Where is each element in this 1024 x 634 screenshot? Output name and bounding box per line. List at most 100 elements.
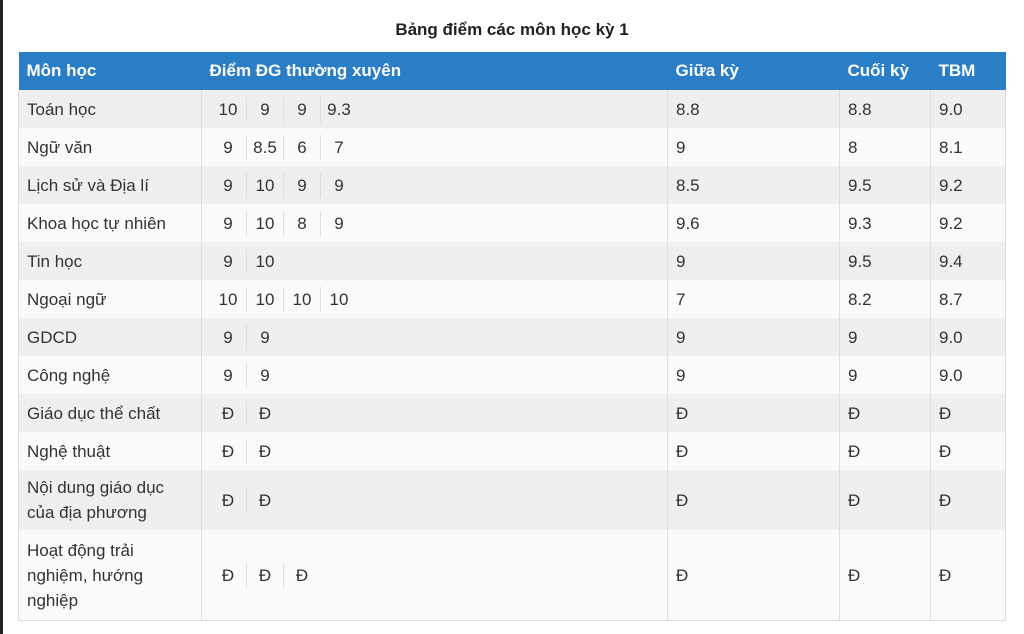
table-row: Lịch sử và Địa lí 9 10 9 9 8.5 9.5 9.2 xyxy=(18,166,1006,204)
table-header-row: Môn học Điểm ĐG thường xuyên Giữa kỳ Cuố… xyxy=(18,52,1006,90)
header-subject: Môn học xyxy=(18,52,202,90)
final-cell: 9.5 xyxy=(839,166,931,204)
regular-score: Đ xyxy=(221,490,235,510)
midterm-cell: Đ xyxy=(667,470,840,530)
table-row: Tin học 9 10 9 9.5 9.4 xyxy=(18,242,1006,280)
regular-score: 9 xyxy=(246,96,283,122)
average-cell: 8.7 xyxy=(930,280,1006,318)
average-cell: Đ xyxy=(930,530,1006,621)
table-row: Giáo dục thể chất Đ Đ Đ Đ Đ xyxy=(18,394,1006,432)
final-cell: 8.2 xyxy=(839,280,931,318)
midterm-cell: Đ xyxy=(667,394,840,432)
regular-score: Đ xyxy=(221,565,235,585)
subject-cell: Lịch sử và Địa lí xyxy=(18,166,202,204)
table-row: Nghệ thuật Đ Đ Đ Đ Đ xyxy=(18,432,1006,470)
regular-score: 9 xyxy=(320,210,357,236)
midterm-cell: 8.5 xyxy=(667,166,840,204)
regular-score: Đ xyxy=(246,400,283,426)
subject-cell: Ngữ văn xyxy=(18,128,202,166)
regular-score: 9 xyxy=(223,213,233,233)
window-edge xyxy=(0,0,3,634)
regular-score: 7 xyxy=(320,134,357,160)
table-row: Hoạt động trải nghiệm, hướng nghiệp Đ Đ Đ Đ Đ… xyxy=(18,530,1006,621)
average-cell: 8.1 xyxy=(930,128,1006,166)
header-final: Cuối kỳ xyxy=(839,52,931,90)
average-cell: 9.0 xyxy=(930,318,1006,356)
midterm-cell: Đ xyxy=(667,530,840,621)
regular-scores-cell: 10 9 9 9.3 xyxy=(201,90,668,128)
regular-score: 9.3 xyxy=(320,96,357,122)
regular-score: 9 xyxy=(223,327,233,347)
regular-score: 10 xyxy=(246,248,283,274)
regular-score: Đ xyxy=(283,562,320,588)
average-cell: Đ xyxy=(930,470,1006,530)
grades-table: Môn học Điểm ĐG thường xuyên Giữa kỳ Cuố… xyxy=(18,52,1006,621)
subject-cell: Tin học xyxy=(18,242,202,280)
regular-score: 9 xyxy=(223,365,233,385)
midterm-cell: 9 xyxy=(667,356,840,394)
final-cell: Đ xyxy=(839,432,931,470)
subject-cell: Hoạt động trải nghiệm, hướng nghiệp xyxy=(18,530,202,621)
final-cell: Đ xyxy=(839,470,931,530)
final-cell: 9.5 xyxy=(839,242,931,280)
midterm-cell: 9 xyxy=(667,318,840,356)
midterm-cell: 9.6 xyxy=(667,204,840,242)
regular-scores-cell: 9 8.5 6 7 xyxy=(201,128,668,166)
table-row: Công nghệ 9 9 9 9 9.0 xyxy=(18,356,1006,394)
subject-cell: Nghệ thuật xyxy=(18,432,202,470)
table-row: GDCD 9 9 9 9 9.0 xyxy=(18,318,1006,356)
table-row: Ngữ văn 9 8.5 6 7 9 8 8.1 xyxy=(18,128,1006,166)
average-cell: 9.0 xyxy=(930,356,1006,394)
final-cell: 8.8 xyxy=(839,90,931,128)
subject-cell: Công nghệ xyxy=(18,356,202,394)
regular-score: Đ xyxy=(246,562,283,588)
regular-score: 8.5 xyxy=(246,134,283,160)
regular-score: 9 xyxy=(283,172,320,198)
table-row: Nội dung giáo dục của địa phương Đ Đ Đ Đ Đ xyxy=(18,470,1006,530)
subject-cell: Khoa học tự nhiên xyxy=(18,204,202,242)
table-row: Toán học 10 9 9 9.3 8.8 8.8 9.0 xyxy=(18,90,1006,128)
midterm-cell: 7 xyxy=(667,280,840,318)
regular-score: 9 xyxy=(223,175,233,195)
midterm-cell: 8.8 xyxy=(667,90,840,128)
average-cell: 9.0 xyxy=(930,90,1006,128)
regular-scores-cell: 9 10 xyxy=(201,242,668,280)
regular-score: Đ xyxy=(221,403,235,423)
regular-score: 10 xyxy=(218,289,238,309)
final-cell: 9 xyxy=(839,356,931,394)
final-cell: 9.3 xyxy=(839,204,931,242)
regular-score: 10 xyxy=(246,172,283,198)
regular-score: 10 xyxy=(246,286,283,312)
page-title: Bảng điểm các môn học kỳ 1 xyxy=(395,20,629,39)
header-midterm: Giữa kỳ xyxy=(667,52,840,90)
midterm-cell: 9 xyxy=(667,128,840,166)
regular-score: Đ xyxy=(246,487,283,513)
regular-score: 9 xyxy=(320,172,357,198)
average-cell: Đ xyxy=(930,394,1006,432)
final-cell: Đ xyxy=(839,530,931,621)
midterm-cell: 9 xyxy=(667,242,840,280)
subject-cell: Toán học xyxy=(18,90,202,128)
regular-scores-cell: 9 10 8 9 xyxy=(201,204,668,242)
regular-score: Đ xyxy=(246,438,283,464)
table-row: Khoa học tự nhiên 9 10 8 9 9.6 9.3 9.2 xyxy=(18,204,1006,242)
final-cell: 8 xyxy=(839,128,931,166)
average-cell: 9.4 xyxy=(930,242,1006,280)
regular-score: 9 xyxy=(246,324,283,350)
table-row: Ngoại ngữ 10 10 10 10 7 8.2 8.7 xyxy=(18,280,1006,318)
regular-score: 10 xyxy=(246,210,283,236)
regular-score: 9 xyxy=(246,362,283,388)
final-cell: Đ xyxy=(839,394,931,432)
regular-score: 10 xyxy=(283,286,320,312)
average-cell: Đ xyxy=(930,432,1006,470)
regular-score: 9 xyxy=(223,137,233,157)
average-cell: 9.2 xyxy=(930,204,1006,242)
subject-cell: GDCD xyxy=(18,318,202,356)
header-regular: Điểm ĐG thường xuyên xyxy=(201,52,668,90)
regular-score: 10 xyxy=(320,286,357,312)
